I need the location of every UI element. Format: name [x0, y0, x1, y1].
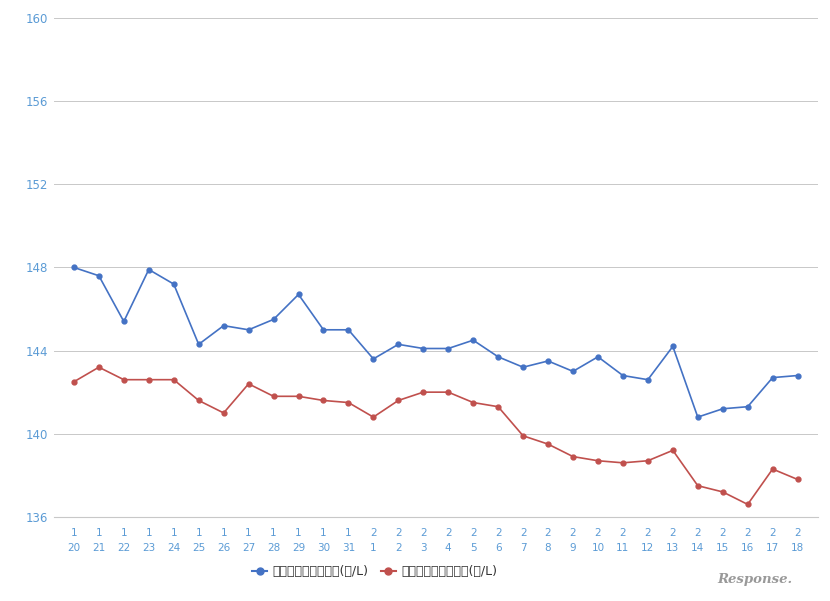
Text: 13: 13 [666, 543, 680, 554]
Text: 18: 18 [791, 543, 804, 554]
Text: 22: 22 [117, 543, 130, 554]
Text: 2: 2 [670, 528, 676, 538]
Text: 27: 27 [242, 543, 255, 554]
Text: 1: 1 [71, 528, 77, 538]
Text: 17: 17 [766, 543, 779, 554]
Text: 15: 15 [716, 543, 730, 554]
Text: 2: 2 [420, 528, 427, 538]
Text: 8: 8 [544, 543, 551, 554]
Text: 1: 1 [271, 528, 277, 538]
Legend: レギュラー看板価格(円/L), レギュラー実売価格(円/L): レギュラー看板価格(円/L), レギュラー実売価格(円/L) [247, 560, 502, 583]
Text: 1: 1 [95, 528, 102, 538]
Text: 3: 3 [420, 543, 427, 554]
Text: 2: 2 [395, 543, 402, 554]
Text: 6: 6 [495, 543, 501, 554]
Text: 2: 2 [645, 528, 652, 538]
Text: 2: 2 [569, 528, 576, 538]
Text: 1: 1 [246, 528, 252, 538]
Text: 5: 5 [470, 543, 476, 554]
Text: 10: 10 [592, 543, 604, 554]
Text: 2: 2 [544, 528, 551, 538]
Text: 1: 1 [170, 528, 177, 538]
Text: 2: 2 [445, 528, 452, 538]
Text: 2: 2 [769, 528, 776, 538]
Text: 30: 30 [317, 543, 330, 554]
Text: 9: 9 [569, 543, 576, 554]
Text: 2: 2 [470, 528, 476, 538]
Text: 2: 2 [745, 528, 751, 538]
Text: 2: 2 [794, 528, 801, 538]
Text: 2: 2 [720, 528, 726, 538]
Text: 25: 25 [192, 543, 205, 554]
Text: 1: 1 [320, 528, 327, 538]
Text: 14: 14 [691, 543, 705, 554]
Text: Response.: Response. [717, 573, 793, 586]
Text: 1: 1 [295, 528, 302, 538]
Text: 21: 21 [92, 543, 105, 554]
Text: 23: 23 [142, 543, 155, 554]
Text: 1: 1 [220, 528, 227, 538]
Text: 2: 2 [395, 528, 402, 538]
Text: 1: 1 [145, 528, 152, 538]
Text: 24: 24 [167, 543, 180, 554]
Text: 31: 31 [342, 543, 355, 554]
Text: 7: 7 [520, 543, 526, 554]
Text: 1: 1 [345, 528, 352, 538]
Text: 2: 2 [495, 528, 501, 538]
Text: 1: 1 [195, 528, 202, 538]
Text: 2: 2 [695, 528, 701, 538]
Text: 4: 4 [445, 543, 452, 554]
Text: 16: 16 [741, 543, 754, 554]
Text: 26: 26 [217, 543, 230, 554]
Text: 20: 20 [67, 543, 81, 554]
Text: 2: 2 [370, 528, 377, 538]
Text: 2: 2 [619, 528, 626, 538]
Text: 2: 2 [520, 528, 526, 538]
Text: 28: 28 [267, 543, 281, 554]
Text: 1: 1 [120, 528, 127, 538]
Text: 12: 12 [642, 543, 655, 554]
Text: 2: 2 [594, 528, 601, 538]
Text: 11: 11 [617, 543, 629, 554]
Text: 1: 1 [370, 543, 377, 554]
Text: 29: 29 [292, 543, 305, 554]
